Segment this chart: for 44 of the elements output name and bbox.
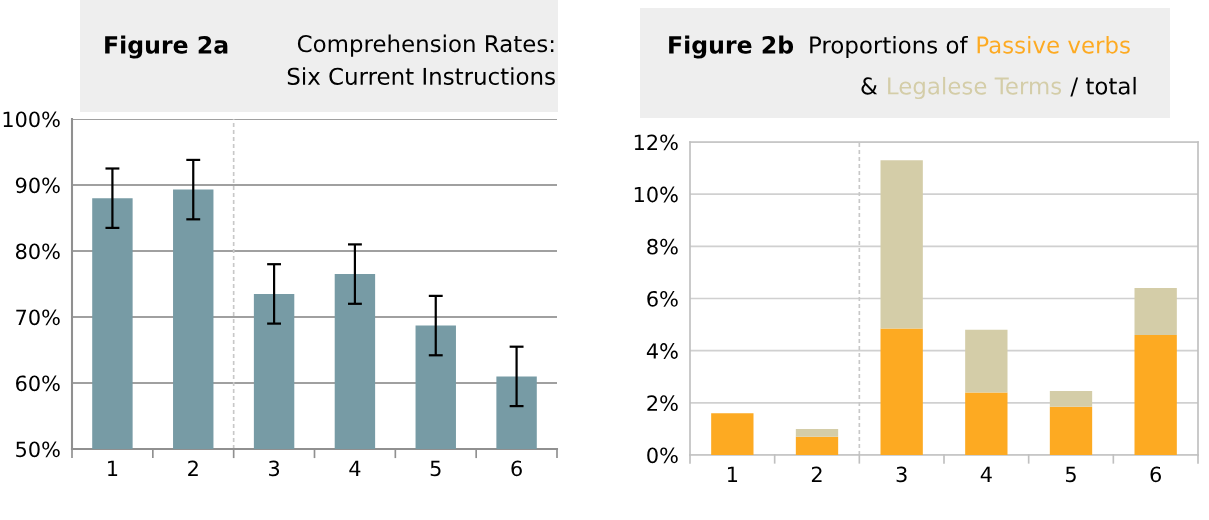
text: Passive verbs: [977, 35, 1130, 54]
x-tick-label: 1: [108, 460, 118, 476]
y-tick-label: 2%: [647, 395, 678, 412]
bar: [795, 436, 839, 455]
x-tick-label: 5: [430, 460, 441, 477]
y-tick-label: 100%: [3, 111, 60, 128]
x-tick-label: 4: [349, 460, 361, 476]
x-tick-label: 2: [811, 466, 822, 482]
y-tick-label: 8%: [647, 238, 678, 255]
text: / total: [1070, 76, 1136, 97]
bar: [965, 329, 1008, 393]
x-tick-label: 2: [188, 460, 198, 476]
bar: [1049, 391, 1093, 407]
chart-title: Figure 2a: [105, 35, 228, 59]
x-tick-label: 5: [1065, 466, 1076, 483]
y-tick-label: 90%: [15, 177, 60, 194]
y-tick-label: 12%: [634, 134, 678, 151]
chart-subtitle: Comprehension Rates: Six Current Instructions: [287, 34, 555, 85]
bar: [1134, 288, 1177, 336]
bar: [795, 428, 839, 437]
bar: [880, 328, 923, 455]
x-tick-label: 6: [511, 460, 522, 477]
bar: [1134, 335, 1177, 455]
bar: [1049, 406, 1093, 455]
y-tick-label: 4%: [646, 343, 678, 359]
y-tick-label: 10%: [634, 186, 678, 203]
text: &: [861, 77, 878, 95]
y-tick-label: 60%: [16, 375, 60, 392]
bar: [965, 392, 1008, 455]
x-tick-label: 6: [1150, 466, 1161, 483]
text: Legalese Terms: [888, 76, 1062, 100]
chart-title: Figure 2b: [669, 35, 794, 59]
y-tick-label: 70%: [16, 309, 60, 326]
chart-subtitle: Proportions of: [810, 35, 968, 59]
y-tick-label: 50%: [16, 441, 60, 458]
y-tick-label: 80%: [16, 243, 60, 260]
x-tick-label: 3: [896, 466, 907, 483]
y-tick-label: 6%: [647, 290, 678, 307]
x-tick-label: 4: [980, 466, 992, 482]
x-tick-label: 3: [269, 460, 280, 477]
bar: [711, 413, 754, 455]
y-tick-label: 0%: [647, 447, 678, 464]
bar: [880, 160, 923, 329]
x-tick-label: 1: [727, 466, 738, 482]
